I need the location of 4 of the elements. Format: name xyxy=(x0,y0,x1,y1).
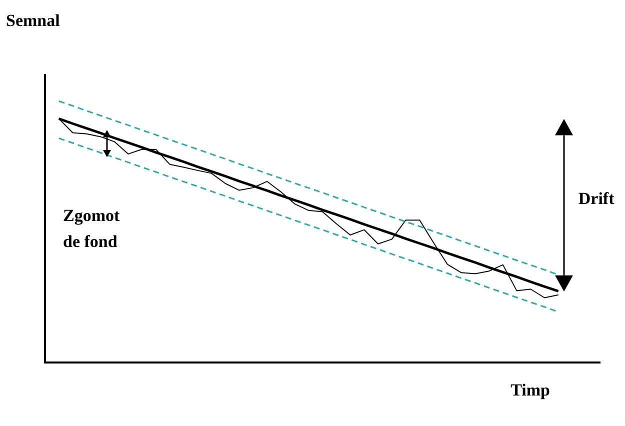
y-axis-title: Semnal xyxy=(6,11,60,30)
x-axis-title: Timp xyxy=(510,380,550,400)
annotation: Zgomot de fond xyxy=(63,206,120,252)
annotation: Drift xyxy=(578,189,615,208)
